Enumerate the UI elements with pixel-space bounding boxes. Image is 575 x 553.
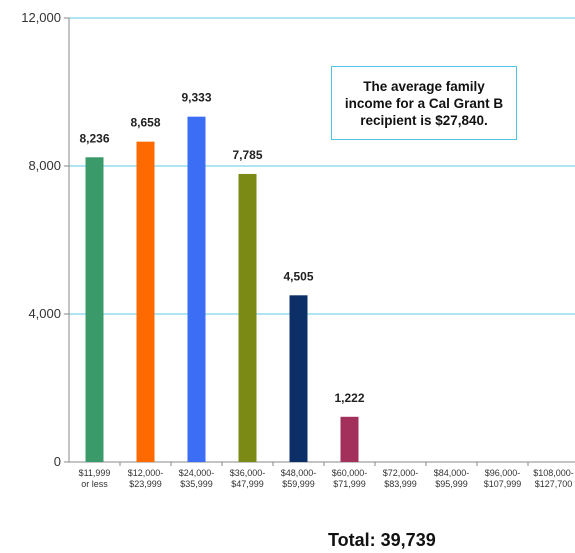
x-tick-label-line: $95,999 [435,479,468,489]
annotation-text: The average family income for a Cal Gran… [344,78,504,128]
x-tick-label-line: $107,999 [484,479,522,489]
data-label: 4,505 [283,269,313,283]
bar [289,295,308,462]
x-tick-label: $96,000-$107,999 [484,468,522,489]
y-tick-label: 0 [54,454,61,469]
x-tick-label-line: $23,999 [129,479,162,489]
x-tick-label: $48,000-$59,999 [281,468,317,489]
x-tick-label-line: $108,000- [533,468,574,478]
x-tick-label-line: $60,000- [332,468,368,478]
data-label: 8,236 [79,131,109,145]
x-tick-label: $72,000-$83,999 [383,468,419,489]
data-labels: 8,236 8,658 9,333 7,785 4,505 1,222 [79,91,364,405]
y-tick-label: 12,000 [21,10,61,25]
y-axis-ticks: 0 4,000 8,000 12,000 [21,10,61,469]
total-label: Total: 39,739 [328,530,436,550]
x-tick-label-line: $47,999 [231,479,264,489]
x-tick-label-line: $96,000- [485,468,521,478]
x-tick-label-line: or less [81,479,108,489]
annotation-box: The average family income for a Cal Gran… [331,66,517,140]
x-tick-label: $84,000-$95,999 [434,468,470,489]
bar [187,116,206,462]
x-tick-label-line: $59,999 [282,479,315,489]
x-tick-label-line: $35,999 [180,479,213,489]
bar [340,416,359,462]
x-tick-label-line: $12,000- [128,468,164,478]
bars [85,116,359,463]
x-tick-label-line: $72,000- [383,468,419,478]
x-tick-label-line: $24,000- [179,468,215,478]
x-tick-label-line: $48,000- [281,468,317,478]
x-tick-label: $60,000-$71,999 [332,468,368,489]
data-label: 8,658 [130,116,160,130]
bar [136,141,155,463]
x-tick-label: $11,999 or less [79,468,111,489]
x-tick-label-line: $84,000- [434,468,470,478]
data-label: 1,222 [334,391,364,405]
x-tick-label: $108,000-$127,700 [533,468,574,489]
data-label: 7,785 [232,148,262,162]
x-axis-ticks: $11,999 or less $12,000-$23,999 $24,000-$35… [79,468,574,489]
x-tick-label: $24,000-$35,999 [179,468,215,489]
x-tick-label-line: $11,999 [79,468,111,478]
bar [238,173,257,462]
x-tick-label-line: $71,999 [333,479,366,489]
y-tick-label: 8,000 [28,158,61,173]
x-tick-label: $36,000-$47,999 [230,468,266,489]
x-tick-label-line: $127,700 [535,479,573,489]
x-tick-label-line: $83,999 [384,479,417,489]
x-tick-label-line: $36,000- [230,468,266,478]
y-tick-label: 4,000 [28,306,61,321]
x-tick-label: $12,000-$23,999 [128,468,164,489]
bar [85,157,104,462]
data-label: 9,333 [181,91,211,105]
